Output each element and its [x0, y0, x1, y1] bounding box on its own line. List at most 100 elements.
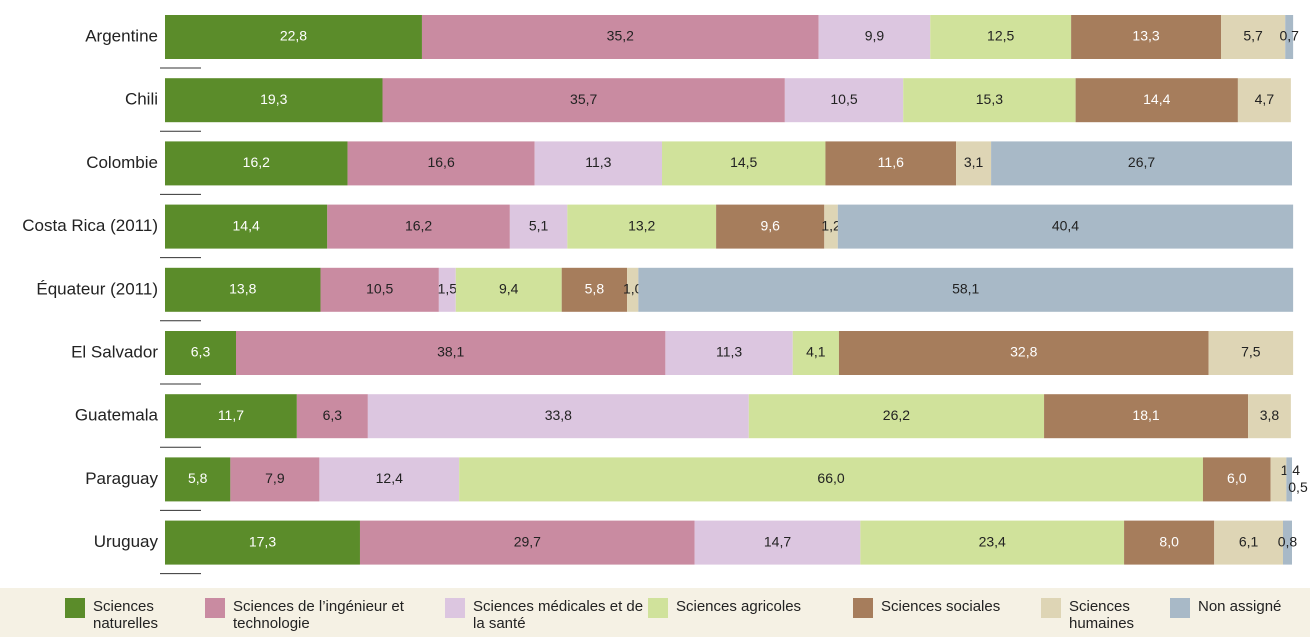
chart: Argentine 22,8 35,2 9,9 12,5 13,3 5,7 0,7 Chili 1…: [22, 15, 1308, 575]
bar-segment: [459, 457, 1203, 502]
value-label: 13,2: [628, 217, 655, 233]
value-label: 0,8: [1278, 533, 1298, 549]
value-label: 1,2: [821, 217, 841, 233]
category-label: Costa Rica (2011): [22, 216, 158, 235]
value-label: 1,5: [438, 281, 458, 297]
bar-segment: [837, 204, 1294, 249]
value-label: 13,3: [1132, 28, 1159, 44]
value-label: 5,8: [188, 470, 208, 486]
bar-segment: [509, 204, 568, 249]
bar-segment: [165, 267, 321, 312]
value-label: 38,1: [437, 344, 464, 360]
value-label: 19,3: [260, 91, 287, 107]
bar-segment: [1124, 520, 1215, 565]
value-label: 8,0: [1159, 533, 1179, 549]
bar-segment: [561, 267, 628, 312]
bar-segment: [1071, 15, 1221, 59]
legend-label: Sciences humaines: [1069, 598, 1135, 632]
bar-segment: [638, 267, 1294, 312]
bar-segment: [1285, 15, 1294, 59]
value-label: 7,5: [1241, 344, 1261, 360]
bar-segment: [347, 141, 535, 186]
legend-swatch: [65, 598, 85, 618]
category-label: El Salvador: [71, 342, 158, 361]
bar-segment: [956, 141, 992, 186]
bar-segment: [320, 267, 439, 312]
bar-segment: [534, 141, 663, 186]
bar-segment: [567, 204, 717, 249]
value-label: 33,8: [545, 407, 572, 423]
value-label: 23,4: [979, 533, 1006, 549]
value-label: 1,0: [623, 281, 643, 297]
legend-swatch: [853, 598, 873, 618]
bar-segment: [319, 457, 460, 502]
bar-segment: [1248, 394, 1291, 439]
value-label: 14,4: [1143, 91, 1170, 107]
value-label: 7,9: [265, 470, 285, 486]
value-label: 3,1: [964, 154, 984, 170]
bar-segment: [716, 204, 825, 249]
bar-segment: [903, 78, 1076, 123]
value-label: 5,1: [529, 217, 549, 233]
value-label: 16,2: [243, 154, 270, 170]
bar-segment: [1202, 457, 1271, 502]
category-label: Guatemala: [75, 406, 159, 425]
value-label: 0,5: [1288, 479, 1308, 495]
value-label: 15,3: [976, 91, 1003, 107]
value-label: 5,8: [585, 281, 605, 297]
value-label: 6,3: [191, 344, 211, 360]
category-label: Uruguay: [94, 532, 159, 551]
value-label: 58,1: [952, 281, 979, 297]
bar-segment: [455, 267, 562, 312]
bar-segment: [1286, 457, 1292, 502]
category-label: Colombie: [86, 153, 158, 172]
value-label: 66,0: [817, 470, 844, 486]
bar-segment: [784, 78, 904, 123]
legend-swatch: [445, 598, 465, 618]
value-label: 14,4: [233, 217, 260, 233]
value-label: 11,6: [878, 154, 904, 170]
category-label: Équateur (2011): [36, 279, 158, 298]
value-label: 9,9: [865, 28, 885, 44]
value-label: 5,7: [1243, 28, 1263, 44]
value-label: 16,2: [405, 217, 432, 233]
value-label: 6,3: [323, 407, 343, 423]
bar-segment: [1214, 520, 1283, 565]
bar-segment: [165, 141, 348, 186]
bar-segment: [165, 78, 383, 123]
value-label: 29,7: [514, 533, 541, 549]
bar-segment: [1220, 15, 1286, 59]
bar-segment: [627, 267, 639, 312]
value-label: 4,1: [806, 344, 826, 360]
legend-label: Non assigné: [1198, 598, 1282, 615]
value-label: 35,7: [570, 91, 597, 107]
value-label: 14,5: [730, 154, 757, 170]
legend-swatch: [648, 598, 668, 618]
value-label: 26,2: [883, 407, 910, 423]
bar-segment: [230, 457, 320, 502]
legend-swatch: [205, 598, 225, 618]
legend-label: Sciences naturelles: [93, 598, 159, 632]
value-label: 13,8: [229, 281, 256, 297]
value-label: 3,8: [1260, 407, 1280, 423]
bar-segment: [236, 331, 666, 375]
value-label: 10,5: [366, 281, 393, 297]
legend-label: Sciences sociales: [881, 598, 1001, 615]
legend-label: Sciences de l’ingénieur et technologie: [233, 598, 404, 632]
bar-segment: [165, 457, 231, 502]
bar-segment: [296, 394, 368, 439]
value-label: 11,3: [716, 344, 742, 360]
value-label: 40,4: [1052, 217, 1079, 233]
value-label: 11,3: [585, 154, 611, 170]
legend-label: Sciences agricoles: [676, 598, 802, 615]
bar-segment: [327, 204, 510, 249]
value-label: 12,5: [987, 28, 1014, 44]
bar-segment: [165, 520, 360, 565]
bar-segment: [1075, 78, 1238, 123]
bar-segment: [1208, 331, 1294, 375]
value-label: 4,7: [1255, 91, 1275, 107]
category-label: Paraguay: [85, 469, 158, 488]
bar-segment: [1044, 394, 1249, 439]
bar-segment: [165, 394, 297, 439]
